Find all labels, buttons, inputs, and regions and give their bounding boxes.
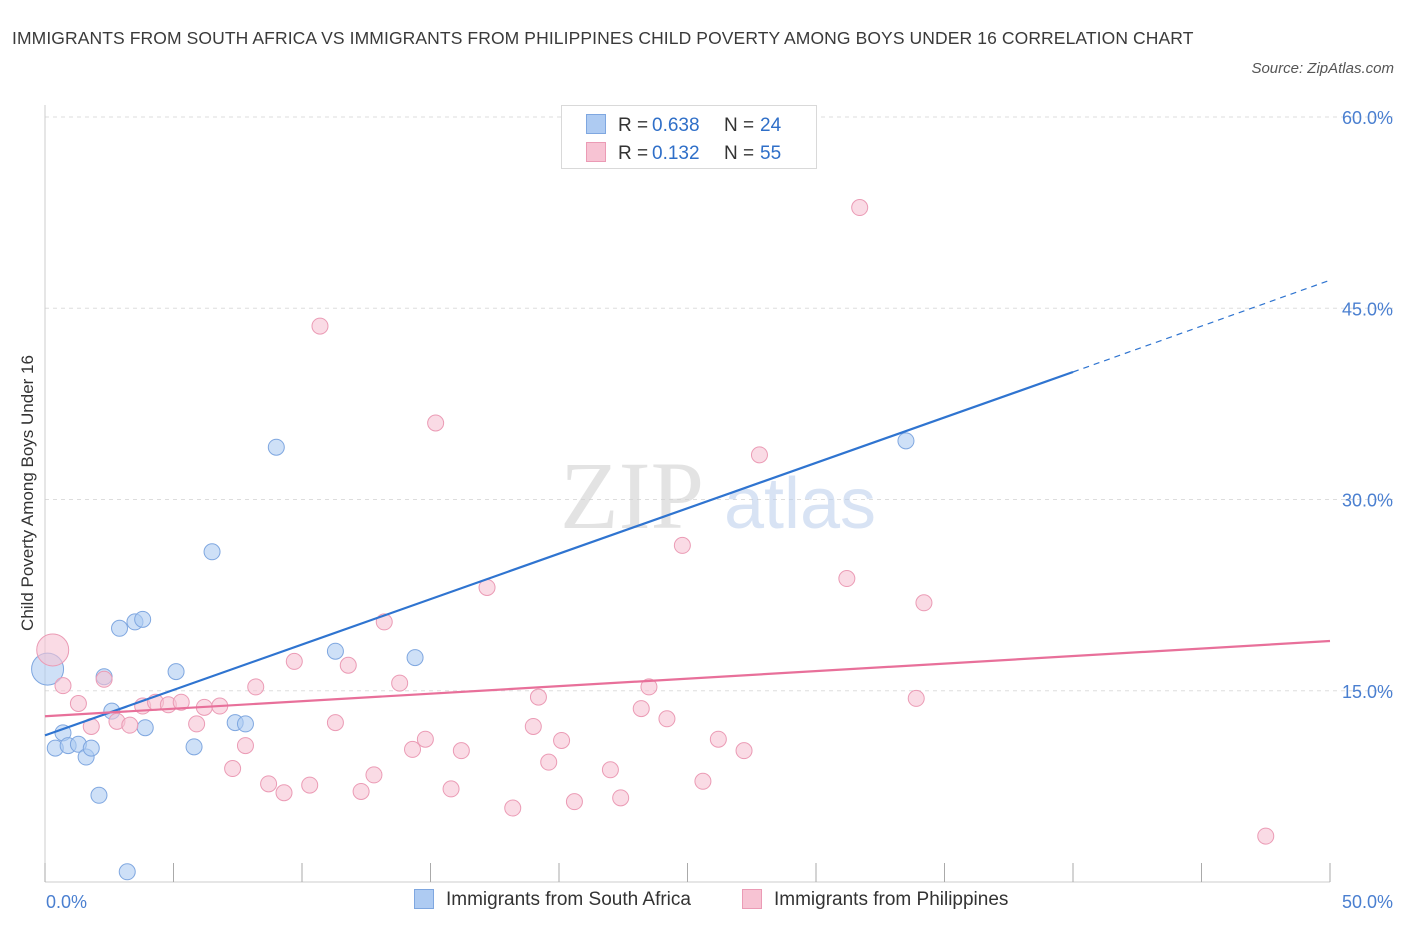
data-point — [267, 438, 285, 456]
data-point — [504, 799, 522, 817]
chart-title: IMMIGRANTS FROM SOUTH AFRICA VS IMMIGRAN… — [12, 28, 1194, 48]
data-point — [172, 693, 190, 711]
data-point — [275, 784, 293, 802]
data-point — [601, 761, 619, 779]
data-point — [416, 730, 434, 748]
data-point — [553, 731, 571, 749]
data-point — [565, 793, 583, 811]
r-value: 0.132 — [652, 143, 700, 164]
data-point — [82, 739, 100, 757]
r-label: R = — [618, 143, 649, 164]
data-point — [236, 737, 254, 755]
trend-line-south-africa — [44, 370, 1074, 737]
watermark-atlas: atlas — [724, 464, 876, 544]
data-point — [311, 317, 329, 335]
data-point — [260, 775, 278, 793]
data-point — [404, 740, 422, 758]
y-axis-label: Child Poverty Among Boys Under 16 — [18, 355, 37, 631]
data-point — [95, 670, 113, 688]
data-point — [136, 719, 154, 737]
tick-labels: 15.0% 30.0% 45.0% 60.0% 0.0% 50.0% — [46, 108, 1393, 912]
data-point — [301, 776, 319, 794]
data-point — [236, 715, 254, 733]
series-legend: Immigrants from South Africa Immigrants … — [0, 889, 1406, 917]
grid-lines — [45, 116, 1395, 692]
data-point — [391, 674, 409, 692]
data-point — [36, 633, 70, 667]
n-label: N = — [724, 115, 755, 136]
data-point — [54, 677, 72, 695]
source-label: Source: ZipAtlas.com — [1251, 60, 1394, 77]
data-point — [111, 619, 129, 637]
data-point — [339, 656, 357, 674]
data-point — [452, 742, 470, 760]
r-label: R = — [618, 115, 649, 136]
data-point — [735, 742, 753, 760]
data-point — [118, 863, 136, 881]
data-point — [365, 766, 383, 784]
data-point — [224, 760, 242, 778]
trend-line-philippines — [44, 639, 1331, 718]
y-tick-label: 15.0% — [1342, 682, 1393, 702]
data-point — [632, 700, 650, 718]
n-value: 24 — [760, 115, 782, 136]
data-point — [915, 594, 933, 612]
x-tick-label: 50.0% — [1342, 892, 1393, 912]
data-point — [167, 663, 185, 681]
data-point — [185, 738, 203, 756]
data-point — [612, 789, 630, 807]
data-point — [658, 710, 676, 728]
legend-swatch-blue — [414, 889, 434, 909]
data-point — [326, 642, 344, 660]
data-point — [907, 689, 925, 707]
legend-item-south-africa[interactable]: Immigrants from South Africa — [414, 889, 691, 911]
data-point — [352, 782, 370, 800]
stats-row-south-africa: R = 0.638 N = 24 — [586, 114, 781, 138]
n-value: 55 — [760, 143, 782, 164]
stats-row-philippines: R = 0.132 N = 55 — [586, 142, 781, 166]
data-point — [134, 610, 152, 628]
r-value: 0.638 — [652, 115, 700, 136]
data-point — [69, 695, 87, 712]
n-label: N = — [724, 143, 755, 164]
trend-lines — [44, 279, 1331, 737]
y-tick-label: 60.0% — [1342, 108, 1393, 128]
stats-legend: R = 0.638 N = 24 R = 0.132 N = 55 — [561, 105, 817, 169]
y-tick-label: 30.0% — [1342, 491, 1393, 511]
data-point — [709, 730, 727, 748]
data-point — [529, 688, 547, 706]
data-point — [121, 716, 139, 734]
legend-swatch-blue — [586, 114, 606, 134]
data-point — [285, 652, 303, 670]
data-point — [188, 715, 206, 733]
data-point — [247, 678, 265, 696]
data-point — [442, 780, 460, 798]
data-point — [1257, 827, 1275, 845]
data-point — [203, 543, 221, 561]
data-point — [524, 717, 542, 735]
data-point — [326, 714, 344, 732]
data-point — [640, 678, 658, 696]
data-point — [427, 414, 445, 432]
legend-label-south-africa: Immigrants from South Africa — [446, 889, 691, 910]
legend-swatch-pink — [742, 889, 762, 909]
legend-swatch-pink — [586, 142, 606, 162]
data-point — [750, 446, 768, 464]
data-point — [90, 786, 108, 804]
data-point — [406, 649, 424, 667]
data-point — [673, 536, 691, 554]
x-tick-label: 0.0% — [46, 892, 87, 912]
data-point — [540, 753, 558, 771]
legend-label-philippines: Immigrants from Philippines — [774, 889, 1009, 910]
axes — [44, 105, 1331, 883]
data-point — [851, 199, 869, 217]
trend-extension-south-africa — [1072, 279, 1331, 373]
y-tick-label: 45.0% — [1342, 299, 1393, 319]
watermark-zip: ZIP — [560, 442, 704, 549]
legend-item-philippines[interactable]: Immigrants from Philippines — [742, 889, 1008, 911]
data-point — [838, 570, 856, 588]
data-point — [897, 432, 915, 450]
data-point — [694, 772, 712, 790]
